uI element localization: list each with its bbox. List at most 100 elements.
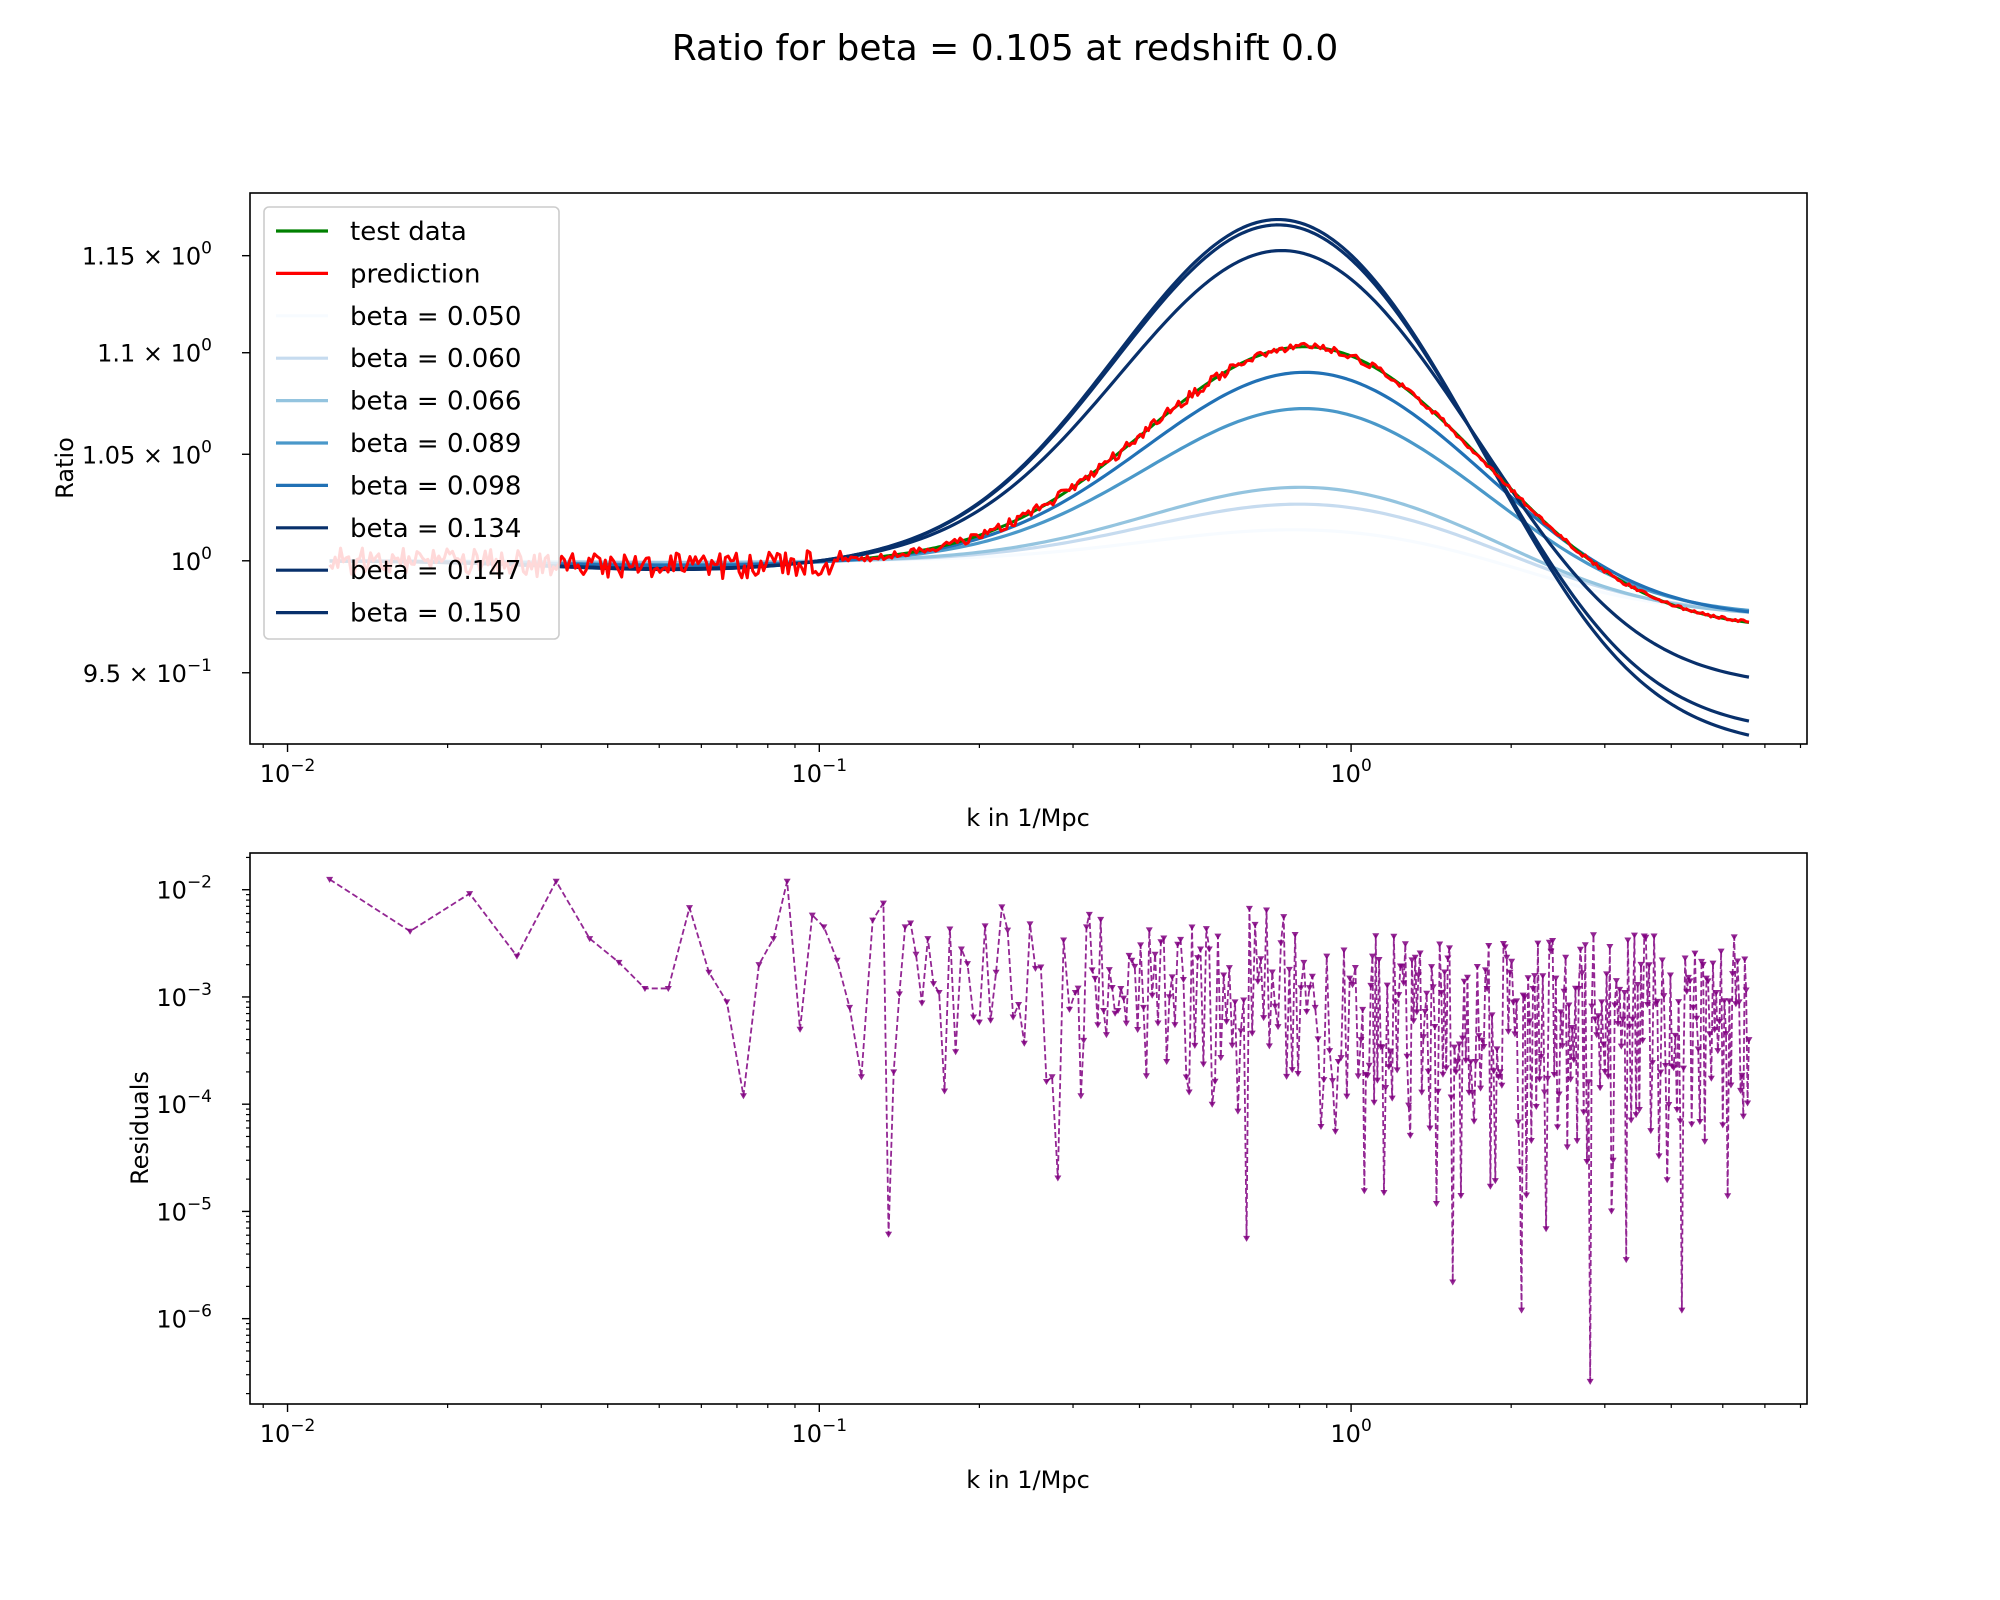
residual-marker [1370,1099,1378,1106]
residual-marker [1436,941,1444,948]
residual-marker [1550,1071,1558,1078]
residual-marker [1501,944,1509,951]
residual-marker [1463,974,1471,981]
residual-marker [1576,946,1584,953]
residual-marker [1598,999,1606,1006]
residual-marker [1424,1068,1432,1075]
residual-marker [1485,942,1493,949]
residual-marker [1675,999,1683,1006]
ratio-axes-frame [249,192,1808,745]
residual-marker [1478,1037,1486,1044]
residual-marker [1182,1074,1190,1081]
residual-marker [1306,985,1314,992]
residual-marker [1601,1069,1609,1076]
residual-marker [1544,1075,1552,1082]
residual-marker [1111,1010,1119,1017]
residual-marker [1681,955,1689,962]
residual-marker [1457,1192,1465,1199]
residual-marker [1160,935,1168,942]
residual-marker [1340,947,1348,954]
legend: test data prediction beta = 0.050 beta = 0.… [263,206,560,640]
residual-marker [1432,1200,1440,1207]
residual-marker [1214,933,1222,940]
residual-marker [1015,1002,1023,1009]
residual-marker [1416,950,1424,957]
residual-marker [1375,956,1383,963]
legend-box [263,206,560,640]
residual-marker [998,904,1006,911]
residual-marker [1368,953,1376,960]
residual-marker [1493,1046,1501,1053]
residual-marker [1459,1035,1467,1042]
residual-marker [1722,1031,1730,1038]
residuals-x-tick-label: 100 [1330,1416,1371,1448]
residual-marker [1529,985,1537,992]
residual-marker [1706,1031,1714,1038]
residual-marker [586,936,594,943]
residual-marker [1434,1088,1442,1095]
residual-marker [1626,1023,1634,1030]
residual-marker [1291,932,1299,939]
residual-marker [1709,960,1717,967]
residuals-line [329,878,1750,1383]
residual-marker [1439,1071,1447,1078]
residual-marker [1678,1307,1686,1314]
residual-marker [1555,1091,1563,1098]
residual-marker [1727,1082,1735,1089]
residual-marker [1268,969,1276,976]
residual-marker [1131,963,1139,970]
residual-marker [1334,1059,1342,1066]
residual-marker [1234,1108,1242,1115]
residual-marker [1026,921,1034,928]
residual-marker [1117,985,1125,992]
residual-marker [1080,1037,1088,1044]
ratio-y-tick-label: 1.05 × 100 [82,437,212,469]
residual-marker [1645,962,1653,969]
residual-marker [1599,1041,1607,1048]
residual-marker [1048,1074,1056,1081]
residual-marker [1240,997,1248,1004]
residual-marker [1188,924,1196,931]
residual-marker [1088,967,1096,974]
residual-marker [1168,974,1176,981]
residual-marker [1642,934,1650,941]
residual-marker [1297,985,1305,992]
legend-label: beta = 0.147 [350,556,521,586]
residual-marker [975,1019,983,1026]
residual-marker [1481,967,1489,974]
residual-marker [1171,1022,1179,1029]
residual-marker [1578,970,1586,977]
residual-marker [1725,998,1733,1005]
residual-marker [1373,1077,1381,1084]
residual-marker [1522,1192,1530,1199]
residual-marker [1741,956,1749,963]
residual-marker [1694,1046,1702,1053]
residuals-x-axis-label: k in 1/Mpc [966,1466,1090,1494]
residual-marker [1380,1190,1388,1197]
residual-marker [1730,934,1738,941]
residual-marker [406,928,414,935]
residual-marker [1707,1075,1715,1082]
residual-marker [1285,966,1293,973]
residuals-y-tick-label: 10−2 [156,873,212,905]
residual-marker [1616,986,1624,993]
residual-marker [1468,1089,1476,1096]
residual-marker [890,1069,898,1076]
residual-marker [1134,1027,1142,1034]
ratio-line-prediction [328,341,1750,624]
residual-marker [1148,992,1156,999]
residual-marker [1506,969,1514,976]
residual-marker [723,999,731,1006]
residual-marker [1521,994,1529,1001]
residual-marker [1359,1006,1367,1013]
residual-marker [1390,933,1398,940]
residual-marker [1627,1117,1635,1124]
residual-marker [1265,1043,1273,1050]
residual-marker [1735,999,1743,1006]
residual-marker [1094,1022,1102,1029]
residual-marker [1174,941,1182,948]
residual-marker [1666,972,1674,979]
residual-marker [1609,1157,1617,1164]
residual-marker [1165,994,1173,1001]
residual-marker [1581,942,1589,949]
